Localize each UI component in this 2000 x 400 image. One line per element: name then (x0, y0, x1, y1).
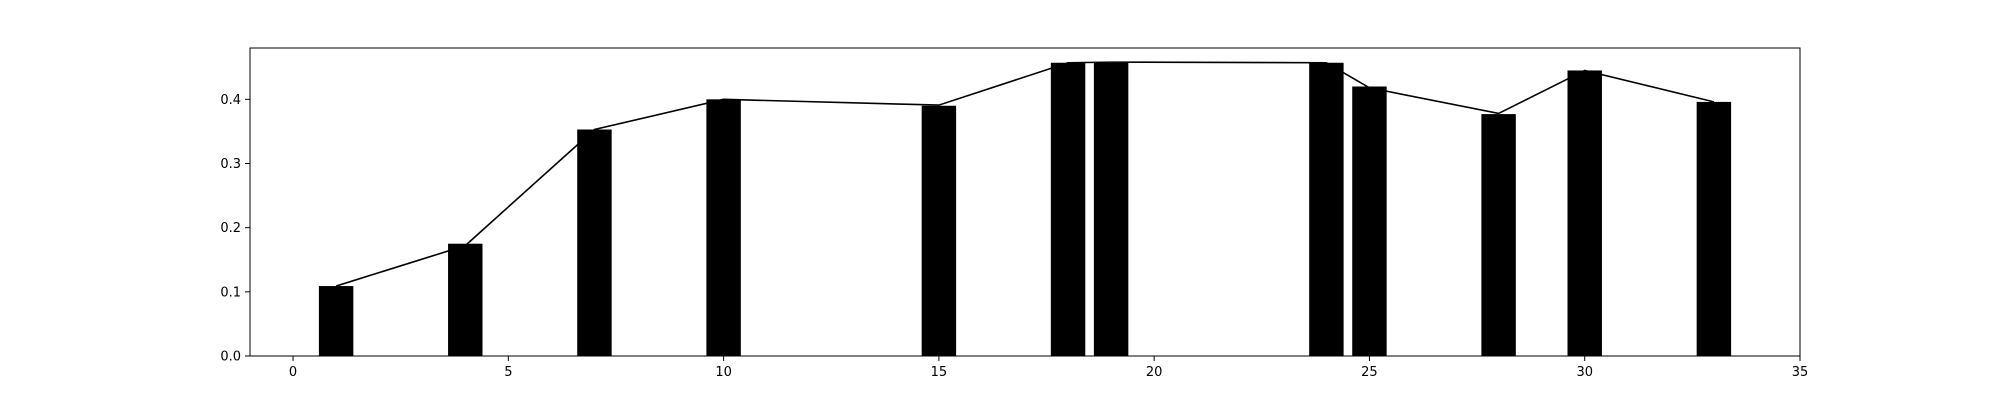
y-tick-label: 0.2 (220, 221, 241, 236)
plot-area (250, 48, 1800, 356)
x-tick-label: 10 (715, 365, 732, 380)
x-tick-label: 15 (931, 365, 948, 380)
y-tick-label: 0.0 (220, 350, 241, 365)
x-tick-label: 5 (504, 365, 512, 380)
bar (1352, 86, 1387, 356)
plot-frame (249, 47, 1801, 357)
bar (1093, 62, 1129, 357)
line-path (335, 61, 1715, 287)
y-axis: 0.0 0.1 0.2 0.3 0.4 (220, 93, 250, 365)
x-tick-label: 0 (289, 365, 297, 380)
x-tick-label: 20 (1146, 365, 1163, 380)
bar (448, 243, 483, 356)
bar (1696, 101, 1732, 357)
y-tick-label: 0.3 (220, 157, 241, 172)
y-tick-label: 0.1 (220, 285, 241, 300)
bar (318, 286, 354, 356)
x-tick-label: 35 (1792, 365, 1809, 380)
bar (1567, 70, 1602, 356)
bar (1481, 114, 1516, 356)
bar (1050, 62, 1086, 357)
line-series (335, 61, 1715, 287)
x-axis: 0 5 10 15 20 25 30 35 (289, 356, 1808, 380)
x-tick-label: 30 (1576, 365, 1593, 380)
bar (577, 129, 612, 356)
bar (1309, 62, 1344, 357)
x-tick-label: 25 (1361, 365, 1378, 380)
y-tick-label: 0.4 (220, 93, 241, 108)
bar (921, 105, 957, 356)
bar-series (318, 62, 1732, 357)
bar (706, 99, 741, 356)
